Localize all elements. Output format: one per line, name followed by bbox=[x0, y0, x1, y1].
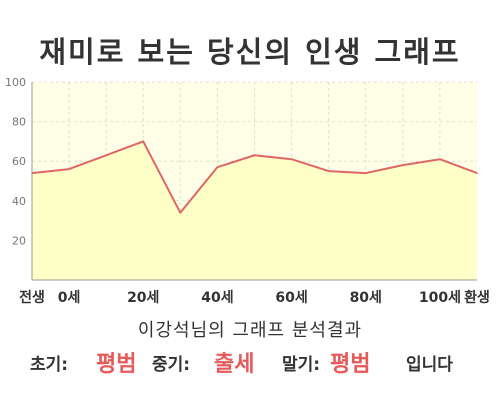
mid-value: 출세 bbox=[214, 352, 255, 377]
x-tick-label: 전생 bbox=[19, 289, 45, 306]
data-point bbox=[476, 172, 478, 174]
y-tick-labels: 20 40 60 80 100 bbox=[5, 76, 26, 247]
mid-label: 중기: bbox=[152, 355, 191, 375]
data-point bbox=[364, 172, 367, 174]
x-tick-label: 환생 bbox=[464, 289, 490, 306]
x-tick-label: 80세 bbox=[350, 290, 382, 306]
data-point bbox=[68, 168, 70, 170]
x-tick-label: 60세 bbox=[275, 290, 307, 306]
y-tick-label: 40 bbox=[12, 195, 26, 208]
x-tick-label: 100세 bbox=[419, 290, 461, 306]
y-tick-label: 100 bbox=[5, 76, 26, 89]
data-point bbox=[253, 154, 256, 157]
x-tick-labels: 전생 0세 20세 40세 60세 80세 100세 환생 bbox=[19, 289, 490, 306]
area-layer bbox=[31, 140, 478, 280]
data-point bbox=[216, 166, 219, 168]
y-tick-label: 60 bbox=[12, 155, 26, 168]
data-point bbox=[142, 140, 145, 143]
late-value: 평범 bbox=[330, 352, 371, 377]
data-point bbox=[327, 170, 330, 172]
y-tick-label: 80 bbox=[12, 116, 26, 129]
data-point bbox=[439, 158, 441, 161]
page-title: 재미로 보는 당신의 인생 그래프 bbox=[39, 35, 461, 69]
life-graph-chart: 20 40 60 80 100 전생 0세 20세 40세 60세 80세 100세 환생 bbox=[5, 76, 490, 306]
area-fill bbox=[32, 141, 477, 280]
x-tick-label: 20세 bbox=[127, 290, 159, 306]
x-tick-label: 0세 bbox=[58, 290, 81, 306]
data-point bbox=[105, 154, 107, 157]
result-heading: 이강석님의 그래프 분석결과 bbox=[137, 320, 363, 341]
analysis-summary: 초기: 평범 중기: 출세 말기: 평범 입니다 bbox=[0, 348, 500, 382]
data-point bbox=[402, 164, 404, 166]
early-label: 초기: bbox=[30, 355, 69, 375]
early-value: 평범 bbox=[96, 352, 137, 377]
data-point bbox=[179, 211, 182, 214]
ending-text: 입니다 bbox=[406, 355, 453, 375]
late-label: 말기: bbox=[282, 355, 321, 375]
data-point bbox=[290, 158, 293, 161]
x-tick-label: 40세 bbox=[201, 290, 233, 306]
y-tick-label: 20 bbox=[12, 234, 26, 247]
